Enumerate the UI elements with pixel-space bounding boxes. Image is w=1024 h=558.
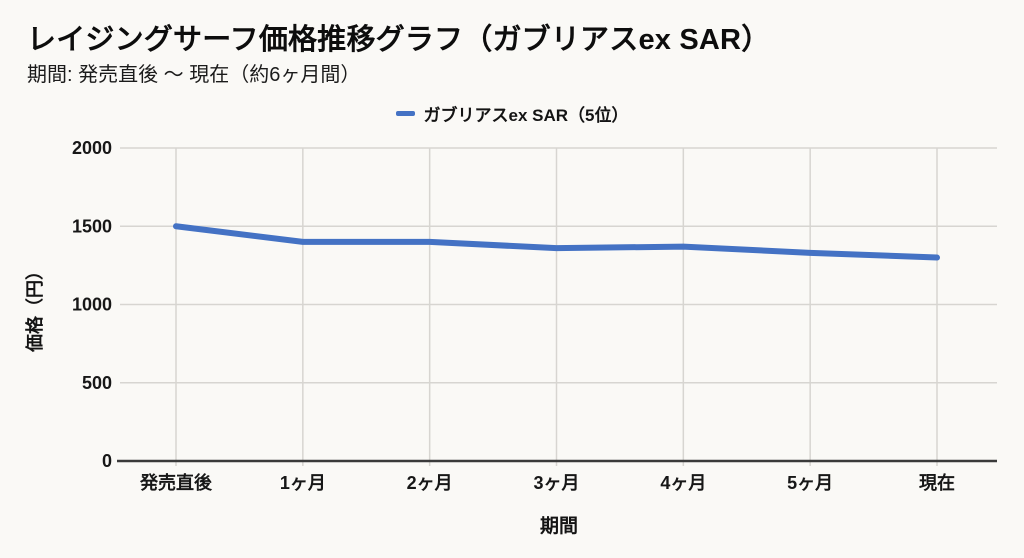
x-axis-title: 期間 xyxy=(539,516,578,537)
legend-label: ガブリアスex SAR（5位） xyxy=(423,106,629,125)
y-axis-title: 価格（円） xyxy=(25,262,45,352)
y-tick-label: 2000 xyxy=(72,138,112,158)
y-tick-label: 1500 xyxy=(72,216,112,236)
x-tick-label: 2ヶ月 xyxy=(407,473,453,493)
chart-subtitle: 期間: 発売直後 ～ 現在（約6ヶ月間） xyxy=(27,64,361,86)
x-tick-label: 発売直後 xyxy=(139,472,213,493)
legend-line-marker xyxy=(395,111,415,116)
y-tick-label: 0 xyxy=(102,451,112,471)
x-tick-label: 4ヶ月 xyxy=(660,473,706,493)
x-tick-label: 5ヶ月 xyxy=(787,473,833,493)
y-tick-label: 500 xyxy=(82,373,112,393)
legend: ガブリアスex SAR（5位） xyxy=(0,101,1024,126)
x-tick-label: 3ヶ月 xyxy=(533,473,579,493)
y-tick-label: 1000 xyxy=(72,295,112,315)
x-tick-label: 1ヶ月 xyxy=(280,473,326,493)
chart-title: レイジングサーフ価格推移グラフ（ガブリアスex SAR） xyxy=(27,24,771,56)
x-tick-label: 現在 xyxy=(919,472,955,493)
price-series-line xyxy=(173,223,940,261)
